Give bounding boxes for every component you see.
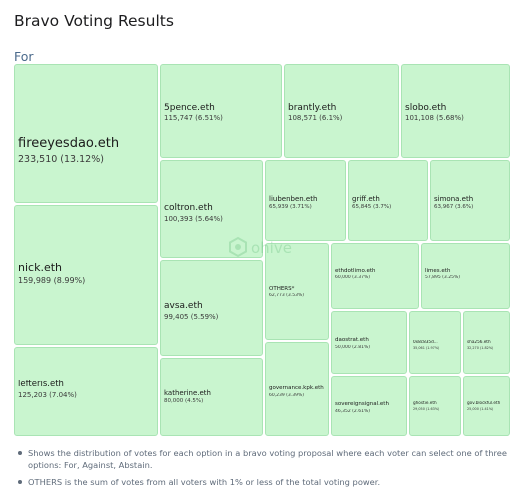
footnote-item: Shows the distribution of votes for each… [14, 447, 514, 471]
page-title: Bravo Voting Results [14, 12, 174, 30]
hive-watermark-logo: ohive [229, 236, 292, 258]
tile-name: ghostie.eth [413, 401, 437, 405]
treemap-tile[interactable]: simona.eth 63,967 (3.6%) [430, 160, 510, 241]
tile-name: sha256.eth [467, 340, 491, 345]
tile-value: 108,571 (6.1%) [288, 114, 343, 123]
tile-name: daostrat.eth [335, 337, 369, 344]
tile-value: 29,050 (1.63%) [413, 407, 440, 412]
treemap-tile[interactable]: gov.blockful.eth 25,000 (1.41%) [463, 376, 510, 436]
treemap-tile[interactable]: brantly.eth 108,571 (6.1%) [284, 64, 399, 158]
tile-name: gov.blockful.eth [467, 401, 501, 405]
tile-value: 60,239 (3.39%) [269, 392, 304, 398]
treemap-tile[interactable]: lefteris.eth 125,203 (7.04%) [14, 347, 158, 436]
tile-name: nick.eth [18, 262, 62, 274]
tile-value: 115,747 (6.51%) [164, 114, 223, 123]
treemap-tile[interactable]: avsa.eth 99,405 (5.59%) [160, 260, 263, 356]
tile-name: simona.eth [434, 195, 474, 204]
tile-value: 101,108 (5.68%) [405, 114, 464, 123]
footnote-text: Shows the distribution of votes for each… [28, 448, 507, 470]
treemap-tile[interactable]: katherine.eth 80,000 (4.5%) [160, 358, 263, 436]
watermark-text: ohive [251, 239, 292, 257]
tile-name: limes.eth [425, 267, 451, 274]
tile-name: OTHERS* [269, 285, 295, 292]
tile-name: ethdotlimo.eth [335, 267, 376, 274]
treemap-tile[interactable]: OTHERS* 62,773 (3.53%) [265, 243, 329, 340]
bullet-icon [18, 480, 22, 484]
footnotes: Shows the distribution of votes for each… [14, 447, 514, 493]
tile-value: 57,895 (3.25%) [425, 275, 460, 281]
tile-name: coltron.eth [164, 203, 213, 214]
treemap-tile[interactable]: sha256.eth 32,270 (1.82%) [463, 311, 510, 374]
tile-name: liubenben.eth [269, 195, 318, 204]
tile-name: katherine.eth [164, 388, 211, 397]
tile-value: 35,061 (1.97%) [413, 346, 440, 351]
tile-name: avsa.eth [164, 301, 203, 312]
tile-value: 99,405 (5.59%) [164, 313, 219, 322]
treemap-tile[interactable]: ethdotlimo.eth 60,000 (3.37%) [331, 243, 419, 309]
bullet-icon [18, 451, 22, 455]
tile-value: 233,510 (13.12%) [18, 153, 104, 165]
treemap-tile[interactable]: daostrat.eth 50,000 (2.81%) [331, 311, 407, 374]
tile-value: 62,773 (3.53%) [269, 293, 304, 299]
treemap-tile[interactable]: coltron.eth 100,393 (5.64%) [160, 160, 263, 258]
treemap-tile[interactable]: griff.eth 65,845 (3.7%) [348, 160, 428, 241]
tile-value: 50,000 (2.81%) [335, 344, 370, 350]
treemap-tile[interactable]: fireeyesdao.eth 233,510 (13.12%) [14, 64, 158, 203]
tile-value: 100,393 (5.64%) [164, 214, 223, 223]
tile-value: 125,203 (7.04%) [18, 391, 77, 400]
tile-name: governance.kpk.eth [269, 385, 324, 392]
treemap-tile[interactable]: 5pence.eth 115,747 (6.51%) [160, 64, 282, 158]
treemap-tile[interactable]: ghostie.eth 29,050 (1.63%) [409, 376, 461, 436]
tile-value: 63,967 (3.6%) [434, 204, 474, 211]
treemap-tile[interactable]: nick.eth 159,989 (8.99%) [14, 205, 158, 345]
treemap-tile[interactable]: limes.eth 57,895 (3.25%) [421, 243, 510, 309]
tile-name: slobo.eth [405, 102, 447, 113]
treemap-tile[interactable]: sovereignsignal.eth 46,352 (2.61%) [331, 376, 407, 436]
tile-value: 80,000 (4.5%) [164, 398, 204, 405]
option-label: For [14, 49, 34, 64]
tile-value: 65,845 (3.7%) [352, 204, 392, 211]
tile-value: 46,352 (2.61%) [335, 408, 370, 414]
treemap-tile[interactable]: liubenben.eth 65,939 (3.71%) [265, 160, 346, 241]
tile-name: sovereignsignal.eth [335, 401, 389, 407]
tile-name: 5pence.eth [164, 102, 215, 113]
tile-value: 60,000 (3.37%) [335, 275, 370, 281]
tile-value: 159,989 (8.99%) [18, 276, 86, 286]
tile-name: lefteris.eth [18, 380, 64, 390]
tile-value: 65,939 (3.71%) [269, 204, 312, 211]
treemap-tile[interactable]: governance.kpk.eth 60,239 (3.39%) [265, 342, 329, 436]
tile-name: griff.eth [352, 195, 380, 204]
tile-value: 25,000 (1.41%) [467, 407, 494, 412]
footnote-item: OTHERS is the sum of votes from all vote… [14, 476, 514, 488]
treemap-tile[interactable]: slobo.eth 101,108 (5.68%) [401, 64, 510, 158]
footnote-text: OTHERS is the sum of votes from all vote… [28, 477, 381, 487]
treemap-tile[interactable]: 0x8c835d... 35,061 (1.97%) [409, 311, 461, 374]
tile-value: 32,270 (1.82%) [467, 346, 494, 351]
tile-name: brantly.eth [288, 102, 337, 113]
tile-name: fireeyesdao.eth [18, 137, 120, 152]
tile-name: 0x8c835d... [413, 340, 438, 345]
treemap-chart: fireeyesdao.eth 233,510 (13.12%) nick.eth 1… [14, 64, 510, 436]
